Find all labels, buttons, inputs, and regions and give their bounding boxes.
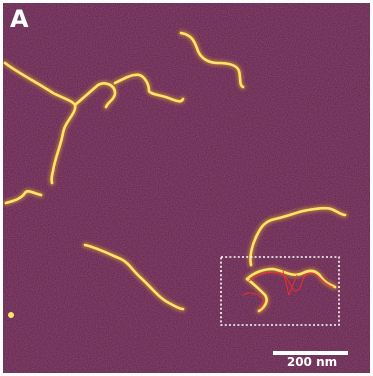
dna-strand — [245, 267, 337, 289]
dna-strand — [179, 31, 245, 89]
afm-height-image — [3, 3, 370, 373]
surface-noise — [3, 3, 370, 373]
bright-particle — [8, 312, 14, 318]
dna-strand — [4, 190, 43, 205]
dna-strand — [113, 73, 185, 103]
scale-bar-label: 200 nm — [286, 355, 338, 369]
dna-strand — [73, 82, 117, 109]
dna-strand — [245, 277, 268, 313]
dna-strand — [3, 61, 77, 185]
dotted-selection-box — [220, 256, 340, 326]
dna-strand — [249, 206, 347, 267]
afm-image-panel: A — [3, 3, 370, 373]
panel-label: A — [10, 5, 29, 33]
dna-strand — [83, 243, 185, 311]
scale-bar — [273, 351, 348, 355]
red-contour-trace — [242, 270, 334, 310]
